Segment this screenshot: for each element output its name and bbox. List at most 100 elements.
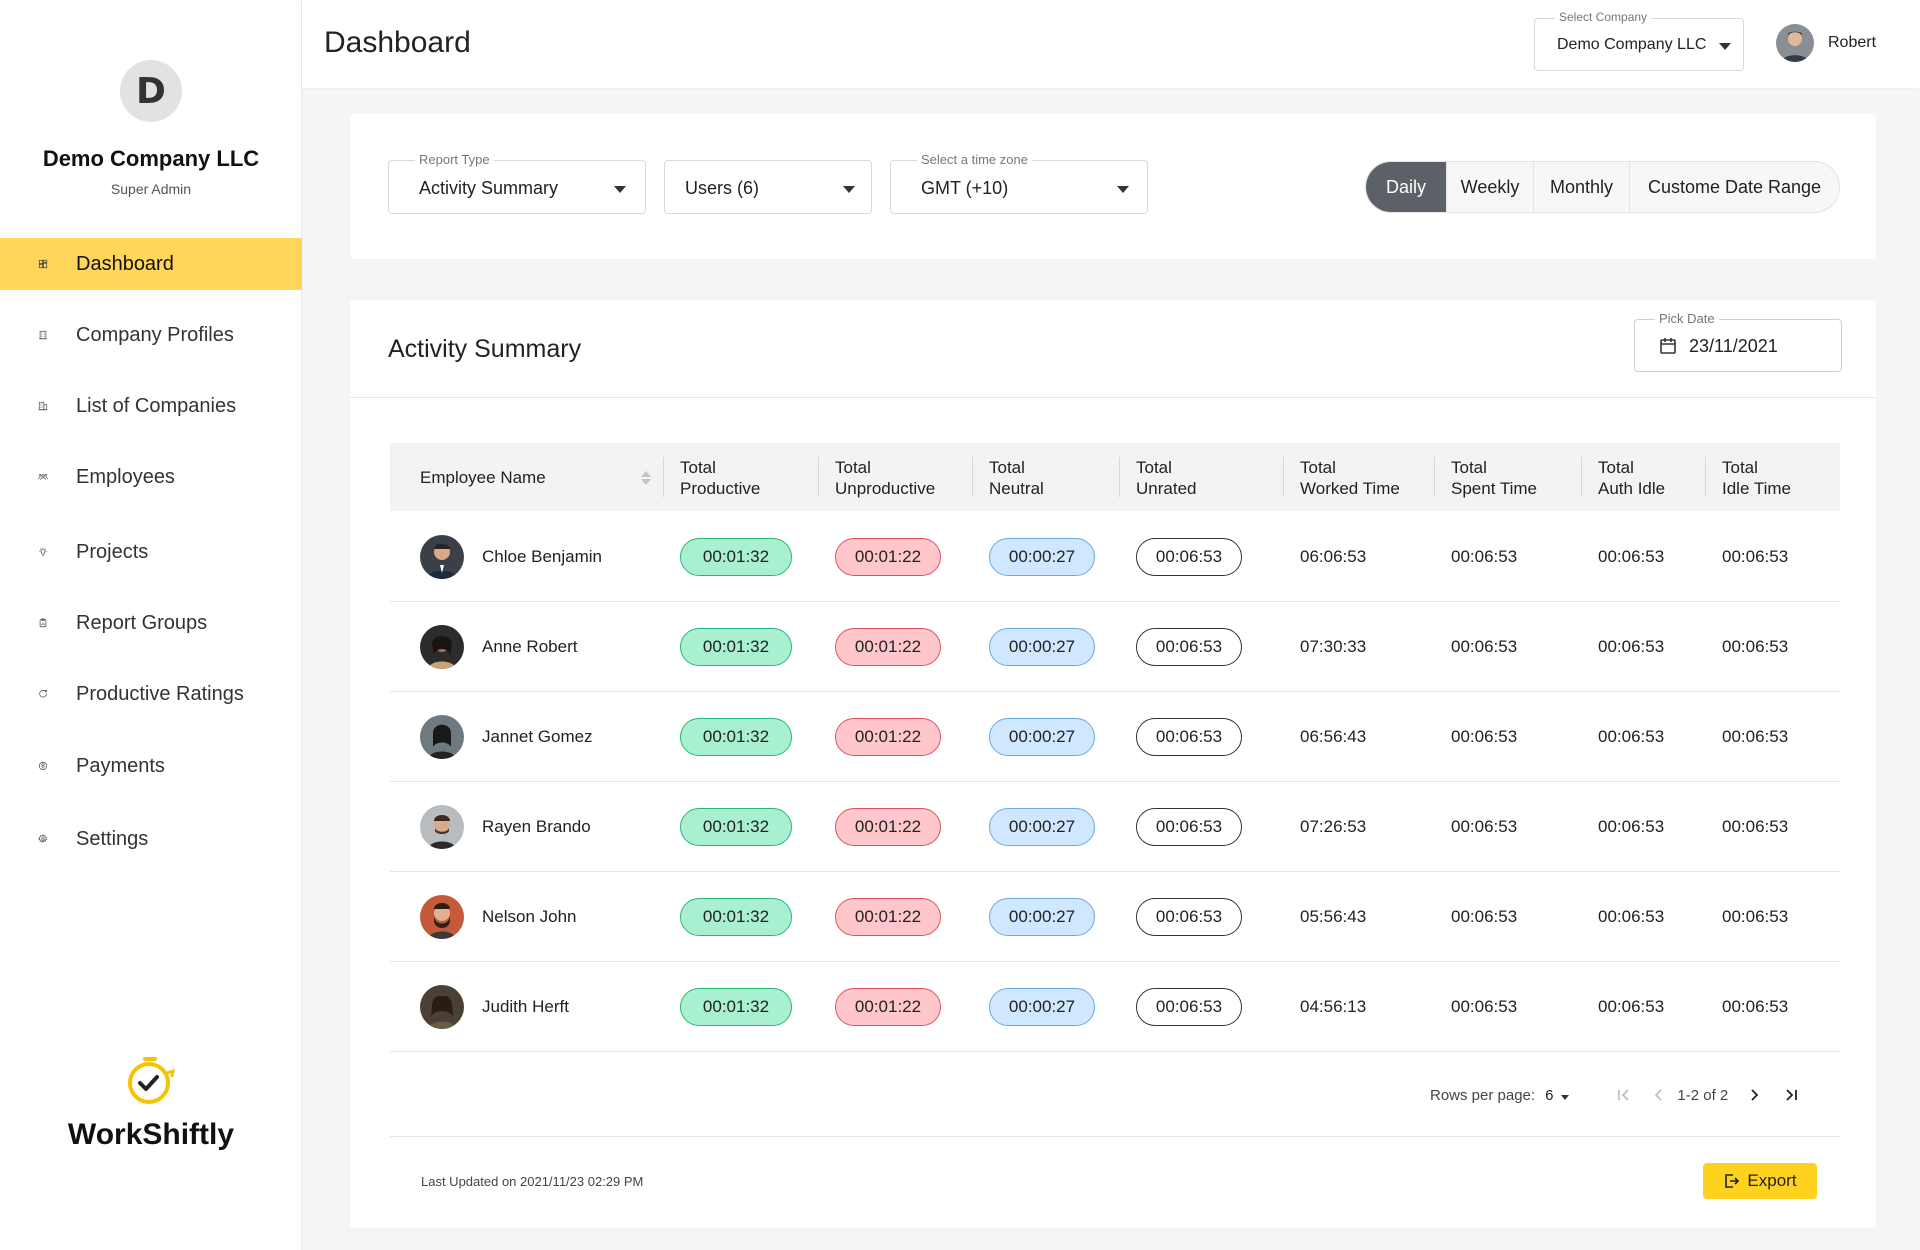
col-total-unrated: Total Unrated [1136,458,1197,498]
activity-summary-card: Activity Summary Pick Date 23/11/2021 Em… [350,300,1876,1228]
unproductive-pill: 00:01:22 [835,898,941,936]
column-separator [663,457,664,497]
auth-idle-cell: 00:06:53 [1598,907,1665,926]
last-page-icon[interactable] [1778,1082,1804,1108]
table-row[interactable]: Nelson John 00:01:32 00:01:22 00:00:27 0… [390,872,1840,962]
user-menu[interactable]: Robert [1776,24,1876,62]
user-name: Robert [1828,34,1877,51]
sidebar-item-settings[interactable]: Settings [0,813,302,865]
auth-idle-cell: 00:06:53 [1598,727,1665,746]
employee-avatar [420,625,464,669]
idle-time-cell: 00:06:53 [1722,997,1789,1016]
sidebar-nav: Dashboard Company Profiles List of Compa… [0,238,302,865]
productive-cell: 00:01:32 [680,782,792,872]
worked-time-cell: 07:30:33 [1300,637,1367,656]
employee-name: Anne Robert [482,637,578,656]
table-row[interactable]: Anne Robert 00:01:32 00:01:22 00:00:27 0… [390,602,1840,692]
col-total-idle-time: Total Idle Time [1722,458,1791,498]
sidebar: D Demo Company LLC Super Admin Dashboard… [0,0,302,1250]
productive-cell: 00:01:32 [680,512,792,602]
sidebar-item-payments[interactable]: Payments [0,740,302,792]
col-total-worked-time: Total Worked Time [1300,458,1400,498]
sidebar-item-productive-ratings[interactable]: Productive Ratings [0,668,302,720]
neutral-pill: 00:00:27 [989,898,1095,936]
export-button[interactable]: Export [1703,1163,1817,1199]
timezone-label: Select a time zone [917,152,1032,167]
auth-idle-cell: 00:06:53 [1598,817,1665,836]
worked-time-cell: 07:26:53 [1300,817,1367,836]
productive-cell: 00:01:32 [680,872,792,962]
company-logo: D [120,60,182,122]
brand-name: WorkShiftly [67,1118,235,1151]
first-page-icon[interactable] [1611,1082,1637,1108]
worked-time-cell: 05:56:43 [1300,907,1367,926]
timezone-value: GMT (+10) [921,178,1009,198]
users-select[interactable]: Users (6) [664,160,872,214]
divider [390,1136,1840,1137]
neutral-pill: 00:00:27 [989,808,1095,846]
employee-cell: Chloe Benjamin [420,512,602,602]
chevron-down-icon [1117,186,1129,193]
table-row[interactable]: Chloe Benjamin 00:01:32 00:01:22 00:00:2… [390,512,1840,602]
sidebar-item-dashboard[interactable]: Dashboard [0,238,302,290]
employee-avatar [420,805,464,849]
idle-time-cell: 00:06:53 [1722,547,1789,566]
spent-time-cell: 00:06:53 [1451,727,1518,746]
unrated-pill: 00:06:53 [1136,718,1242,756]
sidebar-item-list-of-companies[interactable]: List of Companies [0,380,302,432]
spent-time-cell: 00:06:53 [1451,547,1518,566]
report-type-select[interactable]: Report Type Activity Summary [388,152,646,214]
auth-idle-cell: 00:06:53 [1598,637,1665,656]
chevron-down-icon [843,186,855,193]
productive-pill: 00:01:32 [680,808,792,846]
report-type-value: Activity Summary [419,178,559,198]
table-row[interactable]: Jannet Gomez 00:01:32 00:01:22 00:00:27 … [390,692,1840,782]
range-weekly-button[interactable]: Weekly [1446,162,1533,212]
table-row[interactable]: Judith Herft 00:01:32 00:01:22 00:00:27 … [390,962,1840,1052]
employee-cell: Jannet Gomez [420,692,593,782]
sidebar-item-report-groups[interactable]: Report Groups [0,597,302,649]
col-employee-name[interactable]: Employee Name [420,468,546,487]
rows-per-page-select[interactable]: 6 [1545,1087,1570,1104]
neutral-pill: 00:00:27 [989,718,1095,756]
date-range-toggle: Daily Weekly Monthly Custome Date Range [1365,161,1840,213]
company-select-value: Demo Company LLC [1557,36,1707,53]
sidebar-item-label: Payments [76,754,165,777]
company-name: Demo Company LLC [42,146,260,171]
activity-summary-title: Activity Summary [388,335,582,363]
col-total-spent-time: Total Spent Time [1451,458,1537,498]
divider [350,397,1876,398]
table-row[interactable]: Rayen Brando 00:01:32 00:01:22 00:00:27 … [390,782,1840,872]
pick-date-input[interactable]: Pick Date 23/11/2021 [1634,311,1842,372]
timezone-select[interactable]: Select a time zone GMT (+10) [890,152,1148,214]
unproductive-pill: 00:01:22 [835,538,941,576]
company-select[interactable]: Select Company Demo Company LLC [1534,10,1744,71]
prev-page-icon[interactable] [1645,1082,1671,1108]
unproductive-cell: 00:01:22 [835,692,941,782]
unproductive-cell: 00:01:22 [835,962,941,1052]
sidebar-item-employees[interactable]: Employees [0,451,302,503]
sidebar-item-projects[interactable]: Projects [0,526,302,578]
worked-time-cell: 06:06:53 [1300,547,1367,566]
range-custom-button[interactable]: Custome Date Range [1629,162,1839,212]
employee-name: Jannet Gomez [482,727,593,746]
range-daily-button[interactable]: Daily [1366,162,1446,212]
auth-idle-cell: 00:06:53 [1598,547,1665,566]
employee-cell: Nelson John [420,872,577,962]
sidebar-item-label: Projects [76,540,149,563]
spent-time-cell: 00:06:53 [1451,817,1518,836]
col-total-unproductive: Total Unproductive [835,458,936,498]
lightbulb-icon [38,540,62,564]
productive-pill: 00:01:32 [680,718,792,756]
sort-icon[interactable] [640,470,652,486]
next-page-icon[interactable] [1742,1082,1768,1108]
employee-cell: Anne Robert [420,602,577,692]
range-monthly-button[interactable]: Monthly [1533,162,1629,212]
productive-pill: 00:01:32 [680,898,792,936]
neutral-cell: 00:00:27 [989,872,1095,962]
worked-time-cell: 06:56:43 [1300,727,1367,746]
column-separator [1283,457,1284,497]
unrated-cell: 00:06:53 [1136,872,1242,962]
report-type-label: Report Type [415,152,494,167]
sidebar-item-company-profiles[interactable]: Company Profiles [0,309,302,361]
